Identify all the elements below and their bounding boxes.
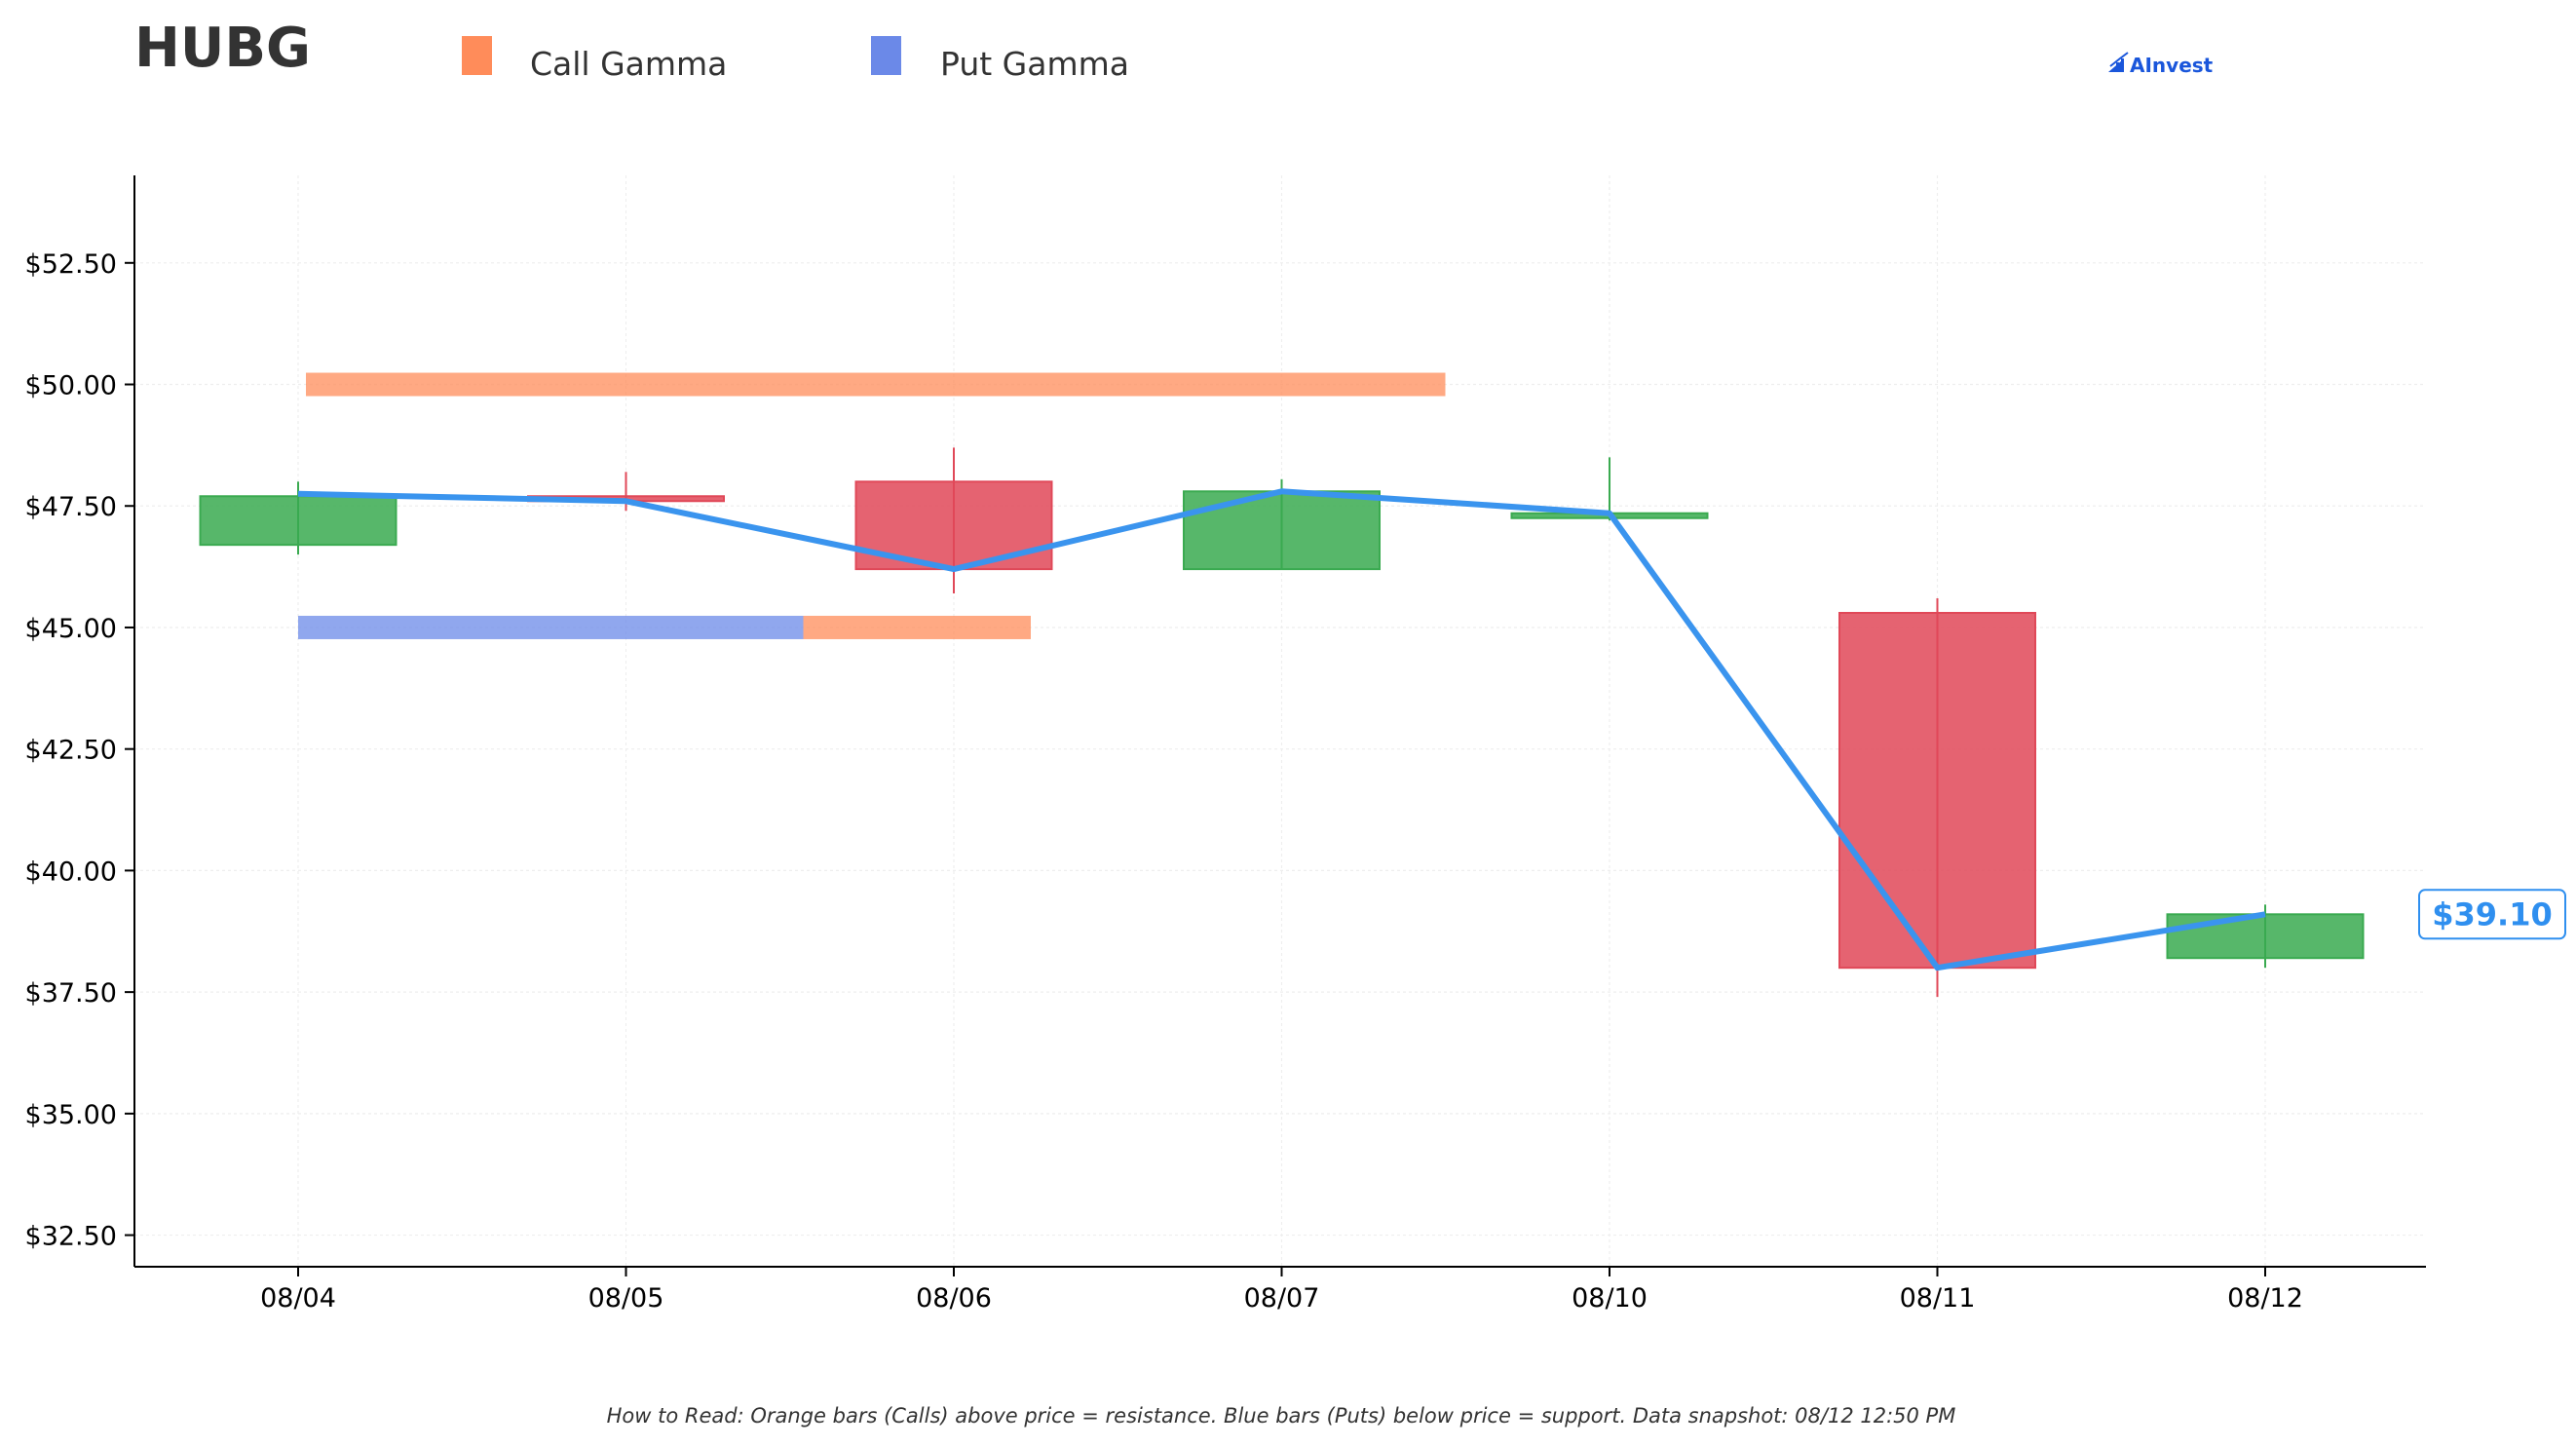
brand-logo: AInvest: [2108, 52, 2214, 77]
legend-call-swatch: [462, 36, 492, 75]
x-tick-label: 08/12: [2227, 1283, 2303, 1314]
put-gamma-bar: [298, 615, 804, 639]
call-gamma-bar: [803, 615, 1031, 639]
y-tick-label: $52.50: [25, 249, 117, 280]
candle-08/05: [527, 472, 725, 512]
y-axis-ticks: $32.50 $35.00 $37.50 $40.00 $42.50 $45.00 $47.…: [25, 249, 134, 1252]
legend-put-label: Put Gamma: [940, 45, 1129, 83]
candle-body: [1838, 611, 2036, 970]
candle-08/11: [1838, 598, 2036, 998]
x-tick-label: 08/07: [1244, 1283, 1320, 1314]
y-tick-label: $32.50: [25, 1222, 117, 1252]
gridlines: [134, 175, 2426, 1267]
candle-body: [2166, 913, 2365, 960]
y-tick-label: $45.00: [25, 614, 117, 644]
x-tick-label: 08/11: [1900, 1283, 1976, 1314]
legend: Call Gamma Put Gamma: [462, 36, 1129, 83]
brand-chart-icon: [2108, 52, 2129, 72]
y-tick-label: $42.50: [25, 736, 117, 766]
x-tick-label: 08/05: [588, 1283, 664, 1314]
ticker-title: HUBG: [134, 17, 311, 80]
call-gamma-bar: [306, 372, 1446, 397]
price-line: [297, 488, 2266, 971]
y-tick-label: $35.00: [25, 1100, 117, 1130]
x-axis-ticks: 08/04 08/05 08/06 08/07 08/10 08/11 08/12: [260, 1267, 2303, 1314]
candle-body: [199, 495, 398, 547]
legend-put-swatch: [871, 36, 901, 75]
brand-name: AInvest: [2130, 54, 2214, 77]
x-tick-label: 08/04: [260, 1283, 336, 1314]
y-tick-label: $40.00: [25, 857, 117, 887]
how-to-read-footnote: How to Read: Orange bars (Calls) above p…: [607, 1404, 1956, 1428]
price-line-group: [297, 488, 2266, 971]
axes: [133, 175, 2426, 1268]
candle-08/12: [2166, 904, 2365, 969]
candle-08/04: [199, 481, 398, 555]
y-tick-label: $37.50: [25, 978, 117, 1009]
current-price-badge: $39.10: [2418, 889, 2566, 940]
legend-call-label: Call Gamma: [530, 45, 727, 83]
y-tick-label: $47.50: [25, 492, 117, 522]
candle-body: [1183, 490, 1381, 571]
gamma-bars: [298, 372, 1446, 639]
x-tick-label: 08/06: [916, 1283, 992, 1314]
y-tick-label: $50.00: [25, 371, 117, 401]
x-tick-label: 08/10: [1572, 1283, 1648, 1314]
current-price-label: $39.10: [2432, 895, 2552, 933]
candlesticks: [199, 447, 2365, 998]
